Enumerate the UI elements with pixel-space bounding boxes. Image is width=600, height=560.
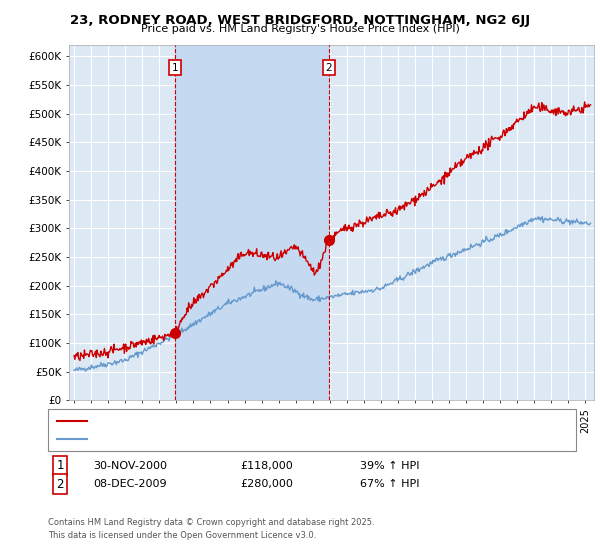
Text: 30-NOV-2000: 30-NOV-2000: [93, 461, 167, 471]
Text: 2: 2: [56, 478, 64, 491]
Text: 23, RODNEY ROAD, WEST BRIDGFORD, NOTTINGHAM, NG2 6JJ: 23, RODNEY ROAD, WEST BRIDGFORD, NOTTING…: [70, 14, 530, 27]
Text: 23, RODNEY ROAD, WEST BRIDGFORD, NOTTINGHAM, NG2 6JJ (semi-detached house): 23, RODNEY ROAD, WEST BRIDGFORD, NOTTING…: [91, 416, 476, 425]
Text: 1: 1: [172, 63, 178, 73]
Text: 39% ↑ HPI: 39% ↑ HPI: [360, 461, 419, 471]
Text: HPI: Average price, semi-detached house, Rushcliffe: HPI: Average price, semi-detached house,…: [91, 435, 328, 444]
Text: £280,000: £280,000: [240, 479, 293, 489]
Text: £118,000: £118,000: [240, 461, 293, 471]
Text: 08-DEC-2009: 08-DEC-2009: [93, 479, 167, 489]
Bar: [175, 45, 329, 400]
Text: 1: 1: [56, 459, 64, 473]
Text: Price paid vs. HM Land Registry's House Price Index (HPI): Price paid vs. HM Land Registry's House …: [140, 24, 460, 34]
Text: Contains HM Land Registry data © Crown copyright and database right 2025.
This d: Contains HM Land Registry data © Crown c…: [48, 519, 374, 540]
Text: 2: 2: [325, 63, 332, 73]
Text: 67% ↑ HPI: 67% ↑ HPI: [360, 479, 419, 489]
